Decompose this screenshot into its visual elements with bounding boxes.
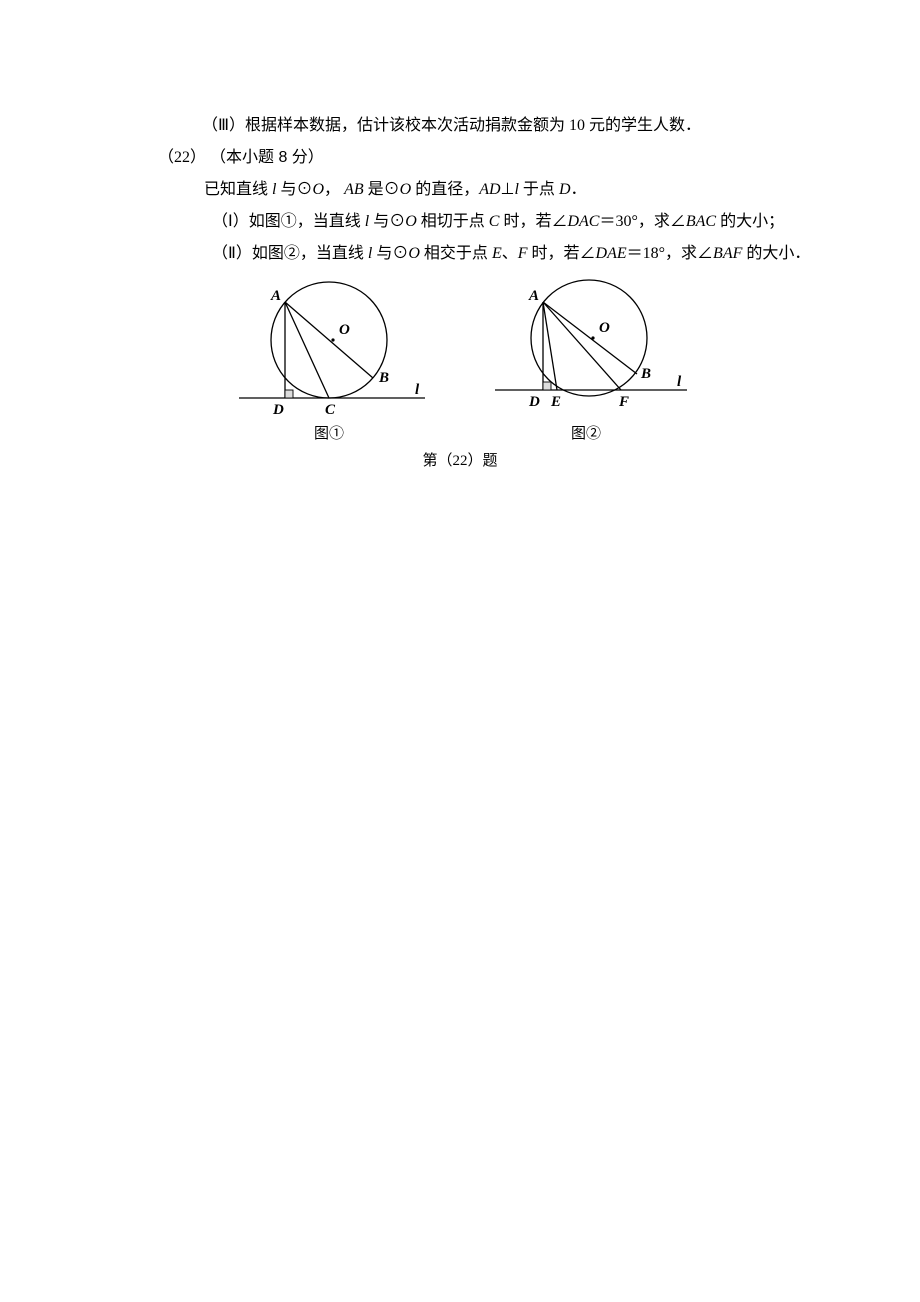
figure-1-wrap: A O B C Dl 图① bbox=[225, 274, 433, 443]
figure-2-wrap: A O B DE Fl 图② bbox=[477, 274, 695, 443]
svg-text:A: A bbox=[270, 288, 281, 304]
stem-text: 的直径， bbox=[411, 181, 479, 198]
q22-points: （本小题 8 分） bbox=[210, 149, 324, 166]
sym-F: F bbox=[518, 245, 528, 262]
svg-text:D: D bbox=[272, 402, 284, 418]
sym-E: E bbox=[492, 245, 502, 262]
sym-DAE: DAE bbox=[596, 245, 627, 262]
part1-text: 的大小； bbox=[716, 213, 784, 230]
part1-text: ＝30°，求∠ bbox=[599, 213, 685, 230]
sym-O: O bbox=[405, 213, 417, 230]
sym-AB: AB bbox=[344, 181, 364, 198]
part2-text: （Ⅱ）如图②，当直线 bbox=[212, 245, 368, 262]
sym-BAF: BAF bbox=[713, 245, 742, 262]
part1-text: （Ⅰ）如图①，当直线 bbox=[212, 213, 365, 230]
svg-text:D: D bbox=[528, 394, 540, 410]
svg-text:A: A bbox=[528, 288, 539, 304]
stem-text: 与⊙ bbox=[276, 181, 312, 198]
q22-part1: （Ⅰ）如图①，当直线 l 与⊙O 相切于点 C 时，若∠DAC＝30°，求∠BA… bbox=[0, 206, 920, 238]
stem-text: ， bbox=[324, 181, 344, 198]
sym-O: O bbox=[312, 181, 324, 198]
q22-number: （22） bbox=[158, 149, 206, 166]
question-22-header: （22） （本小题 8 分） bbox=[0, 142, 920, 174]
sym-D: D bbox=[559, 181, 571, 198]
svg-text:l: l bbox=[415, 382, 420, 398]
sym-O: O bbox=[400, 181, 412, 198]
line-part-iii: （Ⅲ）根据样本数据，估计该校本次活动捐款金额为 10 元的学生人数． bbox=[0, 110, 920, 142]
stem-text: ⊥ bbox=[501, 181, 515, 198]
part2-text: 时，若∠ bbox=[528, 245, 596, 262]
stem-text: 已知直线 bbox=[204, 181, 272, 198]
part2-text: 的大小． bbox=[742, 245, 810, 262]
figure-2-caption: 图② bbox=[477, 422, 695, 443]
sym-DAC: DAC bbox=[567, 213, 599, 230]
figure-1: A O B C Dl bbox=[225, 274, 433, 424]
page: （Ⅲ）根据样本数据，估计该校本次活动捐款金额为 10 元的学生人数． （22） … bbox=[0, 0, 920, 470]
svg-text:F: F bbox=[618, 394, 629, 410]
svg-text:C: C bbox=[325, 402, 336, 418]
sym-AD: AD bbox=[479, 181, 500, 198]
part2-text: 相交于点 bbox=[420, 245, 492, 262]
svg-text:B: B bbox=[378, 370, 389, 386]
figures-row: AOBCDl 图① AOBDEFl 图② bbox=[0, 274, 920, 443]
part1-text: 相切于点 bbox=[417, 213, 489, 230]
part2-text: 、 bbox=[502, 245, 518, 262]
sym-C: C bbox=[489, 213, 500, 230]
q22-stem: 已知直线 l 与⊙O， AB 是⊙O 的直径，AD⊥l 于点 D． bbox=[0, 174, 920, 206]
part2-text: 与⊙ bbox=[372, 245, 408, 262]
svg-text:l: l bbox=[677, 374, 682, 390]
figure-2: A O B DE Fl bbox=[477, 274, 695, 424]
part1-text: 与⊙ bbox=[369, 213, 405, 230]
part2-text: ＝18°，求∠ bbox=[627, 245, 713, 262]
svg-text:O: O bbox=[599, 320, 610, 336]
svg-text:E: E bbox=[550, 394, 561, 410]
svg-text:O: O bbox=[339, 322, 350, 338]
figure-1-caption: 图① bbox=[225, 422, 433, 443]
stem-text: 是⊙ bbox=[364, 181, 400, 198]
sym-BAC: BAC bbox=[686, 213, 716, 230]
svg-text:B: B bbox=[640, 366, 651, 382]
overall-caption: 第（22）题 bbox=[0, 449, 920, 470]
stem-text: 于点 bbox=[519, 181, 559, 198]
stem-text: ． bbox=[571, 181, 587, 198]
part1-text: 时，若∠ bbox=[499, 213, 567, 230]
sym-O: O bbox=[408, 245, 420, 262]
q22-part2: （Ⅱ）如图②，当直线 l 与⊙O 相交于点 E、F 时，若∠DAE＝18°，求∠… bbox=[0, 238, 920, 270]
